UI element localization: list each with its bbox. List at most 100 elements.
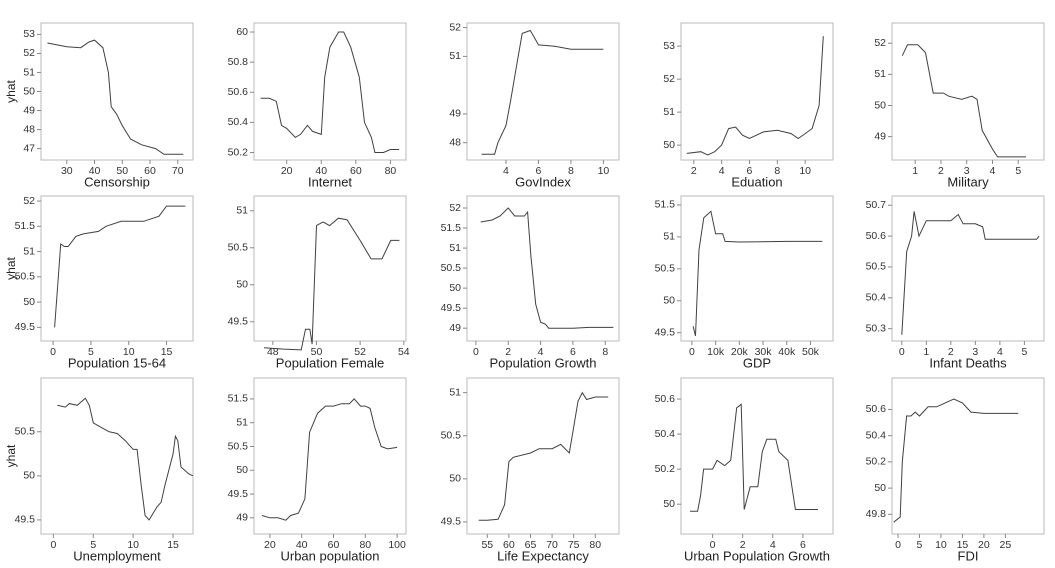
y-tick-label: 50.4 [228, 116, 249, 128]
x-axis-label: Population 15-64 [68, 355, 166, 370]
x-tick-label: 2 [740, 539, 746, 551]
pd-line [901, 211, 1040, 335]
plot-area [891, 377, 1045, 535]
y-tick-label: 51.5 [441, 222, 462, 234]
x-tick-label: 10 [127, 539, 139, 551]
x-axis-label: Unemployment [73, 548, 161, 563]
x-axis-label: Life Expectancy [497, 548, 589, 563]
y-tick-label: 48 [23, 123, 35, 135]
x-tick-label: 5 [1015, 165, 1021, 177]
x-tick-label: 40 [315, 165, 327, 177]
x-tick-label: 10 [935, 539, 947, 551]
y-tick-label: 50.5 [866, 261, 887, 273]
x-tick-label: 25 [1000, 539, 1012, 551]
x-tick-label: 8 [602, 346, 608, 358]
x-tick-label: 15 [161, 346, 173, 358]
y-tick-label: 50 [874, 482, 886, 494]
y-tick-label: 50 [874, 99, 886, 111]
y-tick-label: 51 [23, 66, 35, 78]
y-axis-label: yhat [4, 256, 18, 279]
y-tick-label: 50.5 [655, 263, 676, 275]
x-tick-label: 20k [731, 346, 749, 358]
y-tick-label: 49 [23, 104, 35, 116]
x-tick-label: 60 [144, 165, 156, 177]
plot-area [466, 195, 620, 342]
y-tick-label: 50.5 [228, 440, 249, 452]
plot-area [891, 22, 1045, 161]
x-tick-label: 6 [570, 346, 576, 358]
x-tick-label: 40k [778, 346, 796, 358]
y-tick-label: 49.5 [228, 316, 249, 328]
y-tick-label: 50.6 [866, 403, 887, 415]
x-tick-label: 15 [167, 539, 179, 551]
y-tick-label: 50.2 [655, 463, 676, 475]
y-tick-label: 52 [449, 202, 461, 214]
pd-line [901, 44, 1026, 158]
y-tick-label: 50.5 [15, 271, 36, 283]
x-axis-label: Military [947, 174, 989, 189]
x-tick-label: 8 [568, 165, 574, 177]
pd-line [57, 397, 194, 521]
y-axis-label: yhat [4, 444, 18, 467]
pd-line [478, 391, 609, 521]
y-axis-label: yhat [4, 79, 18, 102]
y-tick-label: 49 [236, 512, 248, 524]
plot-area [466, 22, 620, 161]
y-tick-label: 49.5 [441, 516, 462, 528]
x-axis-label: GovIndex [515, 174, 571, 189]
x-tick-label: 60 [503, 539, 515, 551]
x-tick-label: 0 [895, 539, 901, 551]
y-tick-label: 51 [663, 231, 675, 243]
y-tick-label: 49 [449, 108, 461, 120]
x-tick-label: 10 [123, 346, 135, 358]
y-tick-label: 50.7 [866, 199, 887, 211]
plot-area [680, 377, 834, 535]
y-tick-label: 49.5 [15, 321, 36, 333]
plot-area [466, 377, 620, 535]
y-tick-label: 50 [23, 470, 35, 482]
x-axis-label: GDP [743, 355, 771, 370]
x-tick-label: 0 [50, 346, 56, 358]
y-tick-label: 52 [449, 21, 461, 33]
y-tick-label: 50.4 [655, 428, 676, 440]
pd-line [480, 207, 614, 329]
y-tick-label: 51 [663, 106, 675, 118]
x-tick-label: 48 [267, 346, 279, 358]
pd-line [47, 39, 184, 155]
x-tick-label: 75 [568, 539, 580, 551]
y-tick-label: 51.5 [228, 393, 249, 405]
y-tick-label: 50 [23, 85, 35, 97]
y-tick-label: 50 [663, 295, 675, 307]
x-axis-label: Population Female [276, 355, 384, 370]
x-axis-label: Urban Population Growth [684, 548, 830, 563]
x-tick-label: 2 [691, 165, 697, 177]
pd-line [263, 217, 400, 351]
x-tick-label: 0 [473, 346, 479, 358]
y-tick-label: 51 [449, 242, 461, 254]
x-tick-label: 80 [589, 539, 601, 551]
x-tick-label: 4 [503, 165, 509, 177]
x-tick-label: 15 [957, 539, 969, 551]
y-tick-label: 50.2 [866, 456, 887, 468]
x-tick-label: 6 [536, 165, 542, 177]
y-tick-label: 50.6 [655, 393, 676, 405]
pd-line [893, 398, 1019, 523]
x-tick-label: 4 [719, 165, 725, 177]
x-tick-label: 100 [388, 539, 406, 551]
x-axis-label: FDI [958, 548, 979, 563]
x-tick-label: 40 [89, 165, 101, 177]
y-tick-label: 52 [874, 37, 886, 49]
plot-area [253, 22, 407, 161]
x-tick-label: 0 [710, 539, 716, 551]
y-tick-label: 50.2 [228, 146, 249, 158]
y-tick-label: 49.5 [15, 514, 36, 526]
x-tick-label: 70 [172, 165, 184, 177]
y-tick-label: 52 [23, 47, 35, 59]
x-tick-label: 10 [598, 165, 610, 177]
pd-line [54, 205, 186, 328]
plot-area [40, 377, 194, 535]
x-axis-label: Internet [308, 174, 352, 189]
x-tick-label: 0 [50, 539, 56, 551]
x-tick-label: 5 [88, 346, 94, 358]
